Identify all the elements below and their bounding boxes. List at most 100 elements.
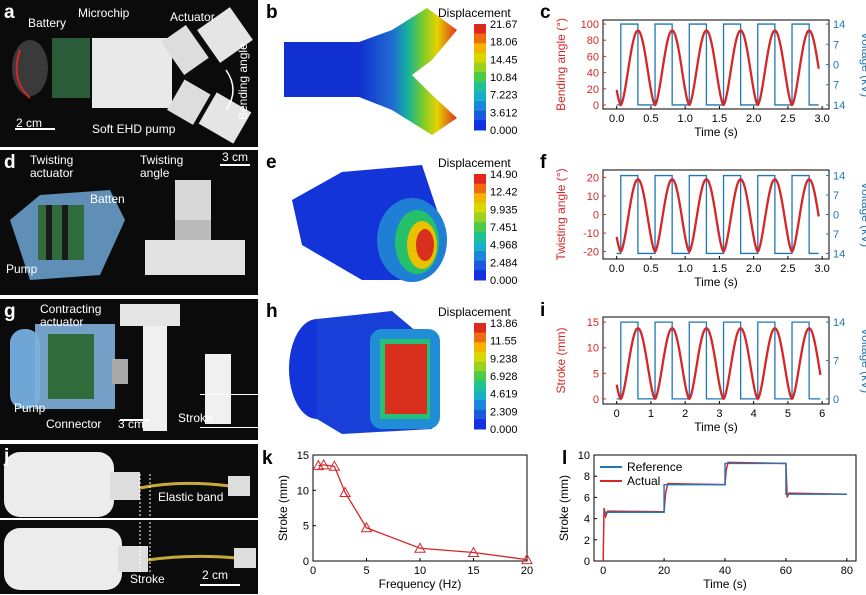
x-tick-label: 0.0 <box>609 113 624 125</box>
colorbar-swatch <box>474 72 486 83</box>
y2-tick-label: 7 <box>833 80 839 92</box>
stroke-frequency-line <box>318 464 528 561</box>
colorbar-swatch <box>474 361 486 372</box>
data-point-triangle <box>360 521 373 533</box>
colorbar-swatch <box>474 251 486 262</box>
colorbar-swatch <box>474 332 486 343</box>
y2-tick-label: 14 <box>833 19 845 31</box>
x-tick-label: 1 <box>648 408 654 420</box>
colorbar-svg-b: 21.67 18.06 14.45 10.84 7.223 3.612 0.000 <box>474 19 518 137</box>
x-axis-label: Time (s) <box>694 125 738 139</box>
colorbar-tick-label: 4.968 <box>490 240 518 252</box>
y-tick-label: 10 <box>587 343 599 355</box>
y-tick-label: 0 <box>303 556 309 568</box>
fem-bending-model <box>284 8 457 135</box>
voltage-square-wave-c <box>616 23 819 106</box>
contracting-actuator-label: Contracting actuator <box>40 302 102 329</box>
colorbar-tick-label: 9.238 <box>490 353 518 365</box>
colorbar-tick-label: 21.67 <box>490 19 518 31</box>
y-axis-label: Stroke (mm) <box>557 475 571 541</box>
colorbar-tick-label: 2.484 <box>490 257 518 269</box>
scale-bar-label-j: 2 cm <box>202 568 229 582</box>
data-point-triangle <box>328 460 341 471</box>
colorbar-swatch <box>474 81 486 92</box>
photo-panel-g: g Contracting actuator Pump Connector 3 … <box>0 299 258 440</box>
panel-label-c: c <box>540 2 551 23</box>
y-tick-label: 10 <box>587 191 599 203</box>
y2-axis-label: Voltage (kV) <box>859 182 866 247</box>
y2-tick-label: 14 <box>833 100 845 112</box>
panel-label-e: e <box>266 152 277 173</box>
colorbar-swatch <box>474 371 486 382</box>
colorbar-swatch <box>474 419 486 430</box>
x-tick-label: 3 <box>716 408 722 420</box>
fem-panel-b: b Displacement 21.67 18.06 14.45 10.84 7.223… <box>262 0 527 147</box>
data-point-triangle <box>339 486 351 497</box>
y-tick-label: 4 <box>584 514 590 526</box>
colorbar-swatch <box>474 380 486 391</box>
colorbar-swatch <box>474 43 486 54</box>
colorbar-tick-label: 7.223 <box>490 90 518 102</box>
x-tick-label: 0 <box>614 408 620 420</box>
colorbar-swatch <box>474 183 486 194</box>
colorbar-swatch <box>474 193 486 204</box>
y-tick-label: -10 <box>583 228 599 240</box>
colorbar-tick-label: 11.55 <box>490 336 517 348</box>
panel-label-l: l <box>562 448 568 469</box>
x-tick-label: 1.0 <box>678 263 693 275</box>
y-tick-label: 80 <box>587 35 599 47</box>
x-tick-label: 10 <box>414 565 426 577</box>
colorbar-swatch <box>474 33 486 44</box>
x-tick-label: 1.5 <box>712 113 727 125</box>
response-curve-i <box>615 327 822 401</box>
colorbar-tick-label: 6.928 <box>490 371 518 383</box>
panel-label-b: b <box>266 2 278 23</box>
x-tick-label: 6 <box>819 408 825 420</box>
x-tick-label: 80 <box>841 565 853 577</box>
x-tick-label: 2.0 <box>746 113 761 125</box>
x-tick-label: 4 <box>751 408 757 420</box>
data-point-triangle <box>414 542 426 553</box>
x-axis-label: Time (s) <box>694 420 738 434</box>
colorbar-swatch <box>474 62 486 73</box>
colorbar-swatch <box>474 270 486 281</box>
colorbar-tick-label: 9.935 <box>490 204 518 216</box>
colorbar-swatch <box>474 91 486 102</box>
contracting-actuator-photo <box>10 304 258 431</box>
colorbar-swatch <box>474 101 486 112</box>
response-curve-f <box>615 178 820 254</box>
y-tick-label: 10 <box>297 485 309 497</box>
y2-axis-label: Voltage (kV) <box>859 32 866 97</box>
reference-stroke-line <box>603 462 847 513</box>
twisting-actuator-label: Twisting actuator <box>30 153 74 180</box>
x-tick-label: 20 <box>658 565 670 577</box>
x-tick-label: 1.5 <box>712 263 727 275</box>
x-tick-label: 15 <box>467 565 479 577</box>
stroke-label-g: Stroke <box>178 411 213 425</box>
colorbar-svg-h: 13.86 11.55 9.238 6.928 4.619 2.309 0.000 <box>474 318 518 436</box>
photo-panel-d: d Twisting actuator Batten Pump Twisting… <box>0 150 258 295</box>
y-tick-label: 10 <box>578 450 590 462</box>
y-tick-label: 60 <box>587 51 599 63</box>
y-tick-label: 6 <box>584 492 590 504</box>
x-tick-label: 20 <box>521 565 533 577</box>
y-tick-label: 15 <box>297 450 309 462</box>
colorbar-tick-label: 0.000 <box>490 125 518 137</box>
elastic-band-label: Elastic band <box>158 490 224 504</box>
scale-bar-label-d: 3 cm <box>222 150 249 164</box>
response-curve-c <box>615 29 820 107</box>
y-tick-label: 0 <box>593 100 599 112</box>
photo-panel-a: a Battery Microchip Actuator Bending ang… <box>0 0 258 147</box>
y2-axis-label: Voltage (kV) <box>859 328 866 393</box>
y-tick-label: 100 <box>581 19 599 31</box>
colorbar-tick-label: 2.309 <box>490 406 518 418</box>
colorbar-swatch <box>474 110 486 121</box>
panel-label-a: a <box>4 2 15 23</box>
colorbar-tick-label: 14.90 <box>490 169 518 181</box>
y-axis-label: Twisting angle (°) <box>554 168 568 260</box>
y-tick-label: 5 <box>303 521 309 533</box>
colorbar-tick-label: 12.42 <box>490 187 518 199</box>
data-point-triangle <box>521 553 533 565</box>
colorbar-tick-label: 0.000 <box>490 275 518 287</box>
colorbar-swatch <box>474 212 486 223</box>
